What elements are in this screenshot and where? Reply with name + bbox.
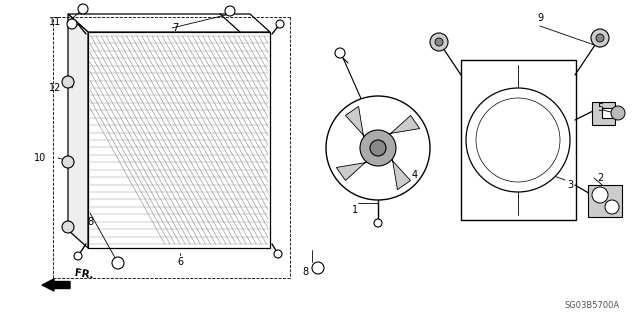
Circle shape	[435, 38, 443, 46]
Circle shape	[596, 34, 604, 42]
Polygon shape	[386, 115, 420, 136]
Circle shape	[62, 156, 74, 168]
Polygon shape	[68, 14, 88, 248]
Text: 8: 8	[302, 267, 308, 277]
Polygon shape	[68, 14, 270, 32]
Circle shape	[430, 33, 448, 51]
Circle shape	[62, 76, 74, 88]
Circle shape	[335, 48, 345, 58]
Text: 8: 8	[87, 217, 93, 227]
Text: 9: 9	[537, 13, 543, 23]
Text: 1: 1	[352, 205, 358, 215]
Circle shape	[112, 257, 124, 269]
Circle shape	[225, 6, 235, 16]
Text: FR.: FR.	[74, 268, 95, 281]
Text: SG03B5700A: SG03B5700A	[564, 300, 620, 309]
Circle shape	[360, 130, 396, 166]
Circle shape	[312, 262, 324, 274]
Circle shape	[592, 187, 608, 203]
Circle shape	[605, 200, 619, 214]
Text: 11: 11	[49, 17, 61, 27]
Text: 7: 7	[172, 23, 178, 33]
Text: 2: 2	[597, 173, 603, 183]
FancyArrow shape	[42, 279, 70, 291]
Polygon shape	[88, 32, 270, 248]
Circle shape	[370, 140, 386, 156]
Circle shape	[326, 96, 430, 200]
Circle shape	[611, 106, 625, 120]
Bar	[461, 60, 576, 220]
Text: 3: 3	[567, 180, 573, 190]
Polygon shape	[588, 185, 622, 217]
Text: 5: 5	[597, 103, 603, 113]
Circle shape	[74, 252, 82, 260]
Circle shape	[62, 221, 74, 233]
Circle shape	[274, 250, 282, 258]
Text: 10: 10	[34, 153, 46, 163]
Text: 6: 6	[177, 257, 183, 267]
Polygon shape	[346, 106, 365, 140]
Text: 12: 12	[49, 83, 61, 93]
Circle shape	[276, 20, 284, 28]
Circle shape	[591, 29, 609, 47]
Circle shape	[78, 4, 88, 14]
Polygon shape	[390, 156, 410, 190]
Text: 4: 4	[412, 170, 418, 180]
Polygon shape	[336, 160, 370, 181]
Circle shape	[374, 219, 382, 227]
Circle shape	[466, 88, 570, 192]
Polygon shape	[592, 102, 615, 125]
Circle shape	[67, 19, 77, 29]
